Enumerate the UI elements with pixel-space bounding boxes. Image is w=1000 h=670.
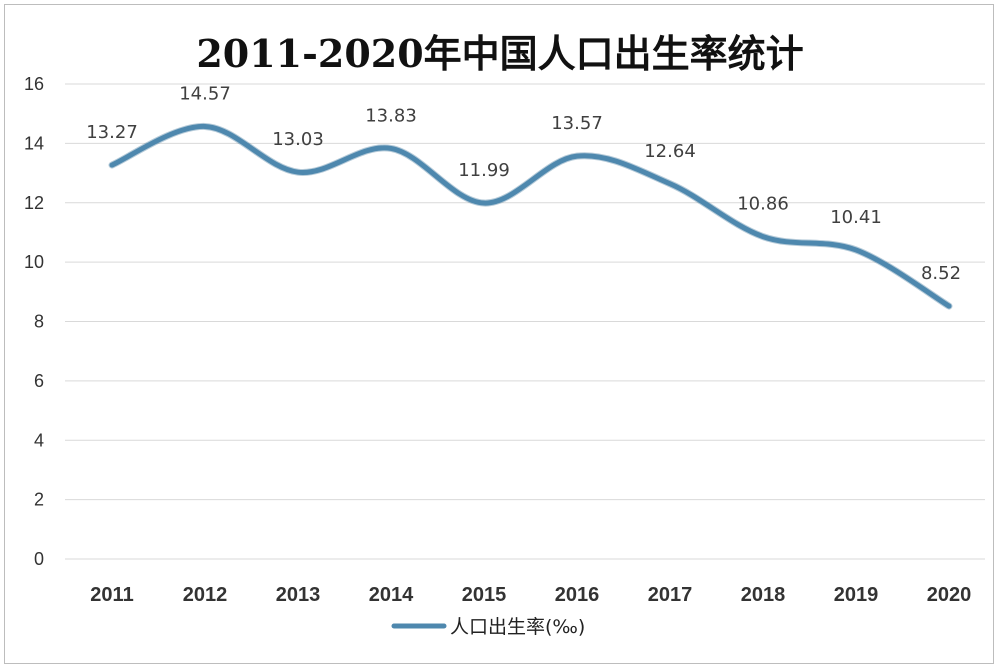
y-tick-label: 4 — [34, 430, 44, 450]
legend-label: 人口出生率(‰) — [450, 616, 585, 638]
data-label: 13.57 — [551, 113, 603, 134]
data-label: 10.41 — [830, 207, 882, 228]
x-tick-label: 2012 — [183, 584, 228, 606]
chart-title: 2011-2020年中国人口出生率统计 — [196, 31, 803, 76]
data-label: 13.27 — [86, 122, 138, 143]
data-label: 12.64 — [644, 141, 696, 162]
x-tick-label: 2018 — [741, 584, 786, 606]
series-layer — [108, 122, 953, 310]
data-label: 13.83 — [365, 105, 417, 126]
x-axis-ticks: 2011 2012 2013 2014 2015 2016 2017 2018 2019 2020 — [90, 584, 971, 606]
x-tick-label: 2019 — [834, 584, 879, 606]
x-tick-label: 2017 — [648, 584, 693, 606]
data-label: 14.57 — [179, 83, 231, 104]
data-label: 10.86 — [737, 194, 789, 215]
y-tick-label: 2 — [34, 490, 44, 510]
data-label: 13.03 — [272, 129, 324, 150]
y-tick-label: 10 — [24, 252, 44, 272]
y-tick-label: 0 — [34, 549, 44, 569]
x-tick-label: 2015 — [462, 584, 507, 606]
x-tick-label: 2020 — [927, 584, 972, 606]
data-labels: 13.27 14.57 13.03 13.83 11.99 13.57 12.64 10.86… — [86, 83, 961, 284]
series-line — [109, 123, 952, 309]
data-label: 8.52 — [921, 263, 961, 284]
legend: 人口出生率(‰) — [391, 616, 585, 638]
series-line-shadow — [108, 122, 953, 310]
x-tick-label: 2014 — [369, 584, 414, 606]
y-tick-label: 6 — [34, 371, 44, 391]
y-tick-label: 8 — [34, 312, 44, 332]
x-tick-label: 2011 — [90, 584, 133, 606]
y-tick-label: 14 — [24, 133, 44, 153]
x-tick-label: 2016 — [555, 584, 600, 606]
y-tick-label: 16 — [24, 74, 44, 94]
gridlines — [65, 83, 985, 560]
y-axis-ticks: 0 2 4 6 8 10 12 14 16 — [24, 74, 44, 569]
data-label: 11.99 — [458, 160, 510, 181]
y-tick-label: 12 — [24, 193, 44, 213]
chart-frame — [4, 4, 994, 664]
x-tick-label: 2013 — [276, 584, 321, 606]
